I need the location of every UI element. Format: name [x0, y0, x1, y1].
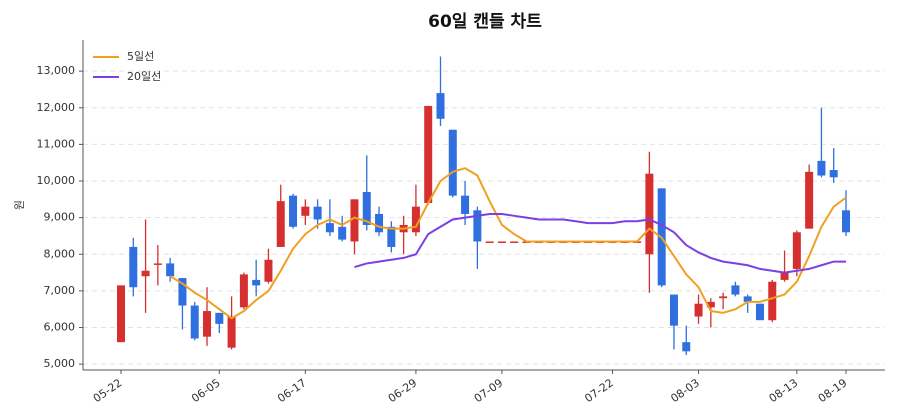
candle-body: [141, 270, 150, 277]
x-tick-label: 06-29: [386, 376, 420, 405]
ma-line: [169, 167, 847, 320]
candle-body: [755, 303, 764, 321]
x-tick-label: 07-22: [582, 376, 616, 405]
y-tick-label: 5,000: [44, 357, 76, 370]
candle-body: [350, 199, 359, 242]
y-tick-label: 6,000: [44, 321, 76, 334]
candle-body: [264, 259, 273, 282]
x-tick-label: 08-13: [767, 376, 801, 405]
candle-body: [645, 173, 654, 255]
y-tick-label: 12,000: [37, 101, 76, 114]
candle-body: [436, 93, 445, 119]
y-tick-label: 13,000: [37, 64, 76, 77]
candle-body: [325, 223, 334, 233]
candle-body: [203, 311, 212, 337]
legend-label: 20일선: [127, 69, 161, 83]
chart-title: 60일 캔들 차트: [428, 12, 542, 32]
candle-body: [510, 241, 519, 243]
candle-body: [411, 206, 420, 233]
candle-body: [719, 296, 728, 299]
candle-body: [166, 263, 175, 277]
candle-body: [731, 285, 740, 295]
candle-body: [448, 129, 457, 196]
candle-body: [768, 281, 777, 321]
x-tick-label: 06-05: [189, 376, 223, 405]
candle-body: [387, 226, 396, 247]
x-tick-label: 08-19: [816, 376, 850, 405]
y-tick-label: 11,000: [37, 137, 76, 150]
candle-body: [215, 312, 224, 324]
candle-body: [829, 170, 838, 178]
legend-label: 5일선: [127, 49, 154, 63]
candle-body: [424, 105, 433, 203]
candle-body: [694, 303, 703, 317]
candle-body: [375, 213, 384, 233]
candle-body: [362, 191, 371, 225]
x-tick-label: 05-22: [91, 376, 125, 405]
candle-body: [842, 210, 850, 233]
y-axis-label: 원: [13, 200, 26, 210]
y-tick-label: 9,000: [44, 211, 76, 224]
candle-body: [178, 278, 187, 306]
x-tick-label: 08-03: [668, 376, 702, 405]
y-tick-label: 10,000: [37, 174, 76, 187]
y-tick-label: 7,000: [44, 284, 76, 297]
candle-body: [313, 206, 322, 220]
candle-body: [743, 296, 752, 302]
ma-line: [354, 212, 846, 274]
candle-body: [792, 232, 801, 269]
candle-body: [276, 201, 285, 247]
candle-body: [706, 301, 715, 308]
candle-body: [682, 342, 691, 352]
y-tick-label: 8,000: [44, 247, 76, 260]
candle-body: [817, 160, 826, 176]
candle-body: [485, 241, 494, 243]
candle-body: [669, 294, 678, 326]
candle-body: [239, 274, 248, 308]
candle-body: [190, 305, 199, 339]
candle-body: [338, 226, 347, 240]
x-tick-label: 06-17: [275, 376, 309, 405]
candle-body: [227, 316, 236, 348]
candle-body: [473, 210, 482, 242]
candle-body: [301, 206, 310, 216]
candle-body: [117, 285, 125, 343]
candle-body: [461, 195, 470, 214]
candle-body: [289, 195, 298, 227]
candle-body: [805, 171, 814, 229]
candle-body: [497, 241, 506, 243]
candle-body: [780, 272, 789, 280]
candle-body: [129, 246, 138, 288]
candle-body: [153, 263, 162, 265]
candle-body: [252, 279, 261, 286]
x-tick-label: 07-09: [472, 376, 506, 405]
